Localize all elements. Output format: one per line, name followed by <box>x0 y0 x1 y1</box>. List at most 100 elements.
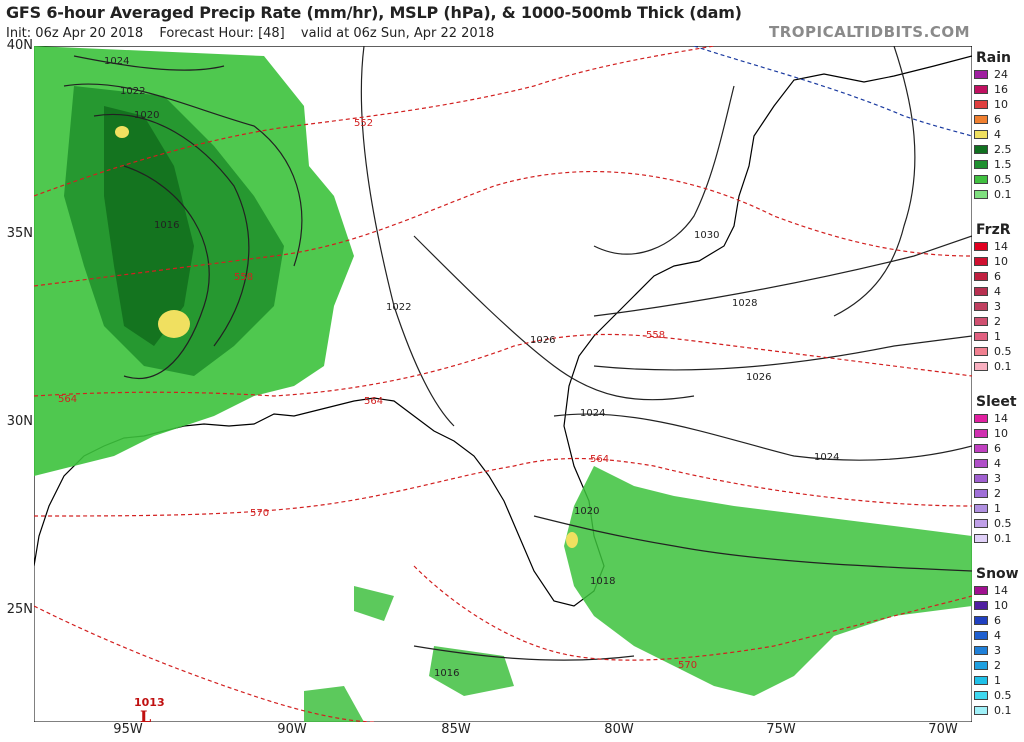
thickness-label: 564 <box>364 396 383 407</box>
thickness-label: 570 <box>678 660 697 671</box>
thickness-blue <box>693 46 972 137</box>
header: GFS 6-hour Averaged Precip Rate (mm/hr),… <box>0 0 1024 46</box>
legend-label: 3 <box>994 472 1001 485</box>
legend-swatch <box>974 175 988 184</box>
forecast-hour: Forecast Hour: [48] <box>159 26 285 41</box>
legend-swatch <box>974 190 988 199</box>
valid-time: valid at 06z Sun, Apr 22 2018 <box>300 26 495 41</box>
legend-label: 0.5 <box>994 173 1012 186</box>
thickness-label: 558 <box>646 330 665 341</box>
init-time: Init: 06z Apr 20 2018 <box>6 26 144 41</box>
legend-label: 0.1 <box>994 532 1012 545</box>
legend-label: 4 <box>994 128 1001 141</box>
legend-swatch <box>974 347 988 356</box>
legend-swatch <box>974 534 988 543</box>
precip-area-florida <box>564 466 972 696</box>
legend-swatch <box>974 616 988 625</box>
legend-swatch <box>974 160 988 169</box>
isobar-label: 1022 <box>386 302 411 313</box>
legend-label: 2.5 <box>994 143 1012 156</box>
legend-title-frzr: FrzR <box>976 222 1011 238</box>
legend-title-rain: Rain <box>976 50 1011 66</box>
legend-label: 2 <box>994 659 1001 672</box>
legend-swatch <box>974 646 988 655</box>
lon-label: 80W <box>604 722 634 737</box>
legend-swatch <box>974 272 988 281</box>
legend-label: 0.1 <box>994 360 1012 373</box>
lat-label: 25N <box>6 602 33 617</box>
legend-swatch <box>974 242 988 251</box>
legend-label: 1 <box>994 674 1001 687</box>
isobar-label: 1022 <box>120 86 145 97</box>
legend-label: 14 <box>994 584 1008 597</box>
legend-swatch <box>974 145 988 154</box>
low-pressure-value: 1013 <box>134 696 165 709</box>
legend-swatch <box>974 100 988 109</box>
precip-max-west <box>158 310 190 338</box>
legend-label: 1.5 <box>994 158 1012 171</box>
weather-map: 1024 1022 1020 1016 1022 1026 1030 1028 … <box>34 46 972 722</box>
lon-label: 70W <box>928 722 958 737</box>
isobar-label: 1024 <box>814 452 839 463</box>
isobar-label: 1020 <box>134 110 159 121</box>
legend-swatch <box>974 474 988 483</box>
lon-label: 75W <box>766 722 796 737</box>
legend-label: 10 <box>994 255 1008 268</box>
legend-label: 6 <box>994 442 1001 455</box>
legend-label: 0.1 <box>994 704 1012 717</box>
legend-swatch <box>974 115 988 124</box>
legend-swatch <box>974 362 988 371</box>
legend-swatch <box>974 302 988 311</box>
lat-label: 35N <box>6 226 33 241</box>
precip-max-florida <box>566 532 578 548</box>
legend-swatch <box>974 287 988 296</box>
lon-label: 95W <box>113 722 143 737</box>
thickness-label: 552 <box>354 118 373 129</box>
brand-watermark: TROPICALTIDBITS.COM <box>769 23 970 41</box>
legend-label: 1 <box>994 330 1001 343</box>
legend-label: 4 <box>994 285 1001 298</box>
precip-max-north <box>115 126 129 138</box>
legend-swatch <box>974 414 988 423</box>
isobar-label: 1024 <box>580 408 605 419</box>
precip-area-gulf <box>304 586 514 722</box>
legend-swatch <box>974 317 988 326</box>
thickness-lines <box>34 46 972 722</box>
legend-swatch <box>974 257 988 266</box>
isobar-label: 1026 <box>530 335 555 346</box>
map-title: GFS 6-hour Averaged Precip Rate (mm/hr),… <box>6 3 742 22</box>
legend-label: 10 <box>994 98 1008 111</box>
legend-label: 6 <box>994 270 1001 283</box>
isobar-label: 1016 <box>154 220 179 231</box>
legend-label: 3 <box>994 300 1001 313</box>
legend-swatch <box>974 70 988 79</box>
legend-swatch <box>974 631 988 640</box>
low-pressure-symbol: L <box>140 707 151 722</box>
legend-label: 0.1 <box>994 188 1012 201</box>
legend-label: 4 <box>994 629 1001 642</box>
thickness-label: 564 <box>58 394 77 405</box>
legend-swatch <box>974 706 988 715</box>
legend-label: 1 <box>994 502 1001 515</box>
legend-label: 2 <box>994 487 1001 500</box>
legend-swatch <box>974 444 988 453</box>
legend-swatch <box>974 691 988 700</box>
legend-title-snow: Snow <box>976 566 1019 582</box>
isobar-label: 1026 <box>746 372 771 383</box>
thickness-label: 564 <box>590 454 609 465</box>
legend-label: 10 <box>994 427 1008 440</box>
legend-label: 24 <box>994 68 1008 81</box>
legend-label: 6 <box>994 614 1001 627</box>
legend-swatch <box>974 519 988 528</box>
lon-label: 85W <box>441 722 471 737</box>
legend-swatch <box>974 429 988 438</box>
legend-swatch <box>974 332 988 341</box>
isobar-label: 1028 <box>732 298 757 309</box>
thickness-label: 570 <box>250 508 269 519</box>
lon-label: 90W <box>277 722 307 737</box>
isobar-label: 1024 <box>104 56 129 67</box>
thickness-label: 558 <box>234 272 253 283</box>
lat-label: 40N <box>6 38 33 53</box>
isobar-label: 1018 <box>590 576 615 587</box>
legend-label: 0.5 <box>994 345 1012 358</box>
